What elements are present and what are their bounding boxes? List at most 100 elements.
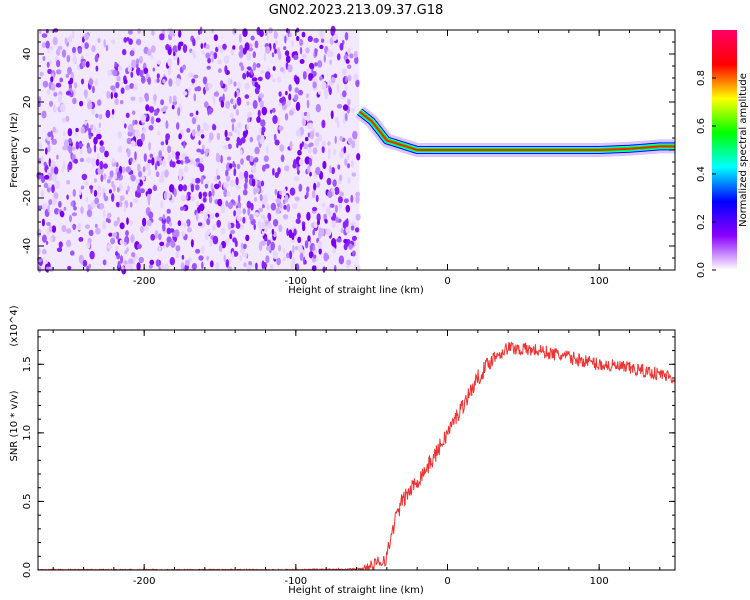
noise-blob bbox=[316, 181, 321, 188]
noise-blob bbox=[334, 204, 338, 213]
noise-blob bbox=[169, 228, 175, 233]
noise-blob bbox=[307, 122, 314, 130]
noise-blob bbox=[162, 158, 166, 168]
noise-blob bbox=[336, 238, 342, 243]
noise-blob bbox=[75, 141, 80, 150]
noise-blob bbox=[215, 46, 219, 53]
noise-blob bbox=[171, 150, 176, 158]
noise-blob bbox=[43, 182, 49, 189]
noise-blob bbox=[286, 228, 289, 236]
noise-blob bbox=[187, 227, 192, 233]
noise-blob bbox=[149, 153, 153, 158]
noise-blob bbox=[228, 222, 232, 230]
noise-blob bbox=[220, 155, 223, 164]
noise-blob bbox=[53, 192, 59, 200]
noise-blob bbox=[40, 189, 45, 198]
noise-blob bbox=[181, 222, 188, 228]
noise-blob bbox=[302, 118, 306, 127]
noise-blob bbox=[196, 148, 202, 153]
noise-blob bbox=[135, 38, 142, 46]
noise-blob bbox=[66, 55, 71, 63]
noise-blob bbox=[66, 180, 71, 185]
noise-blob bbox=[321, 146, 325, 154]
noise-blob bbox=[309, 244, 313, 252]
noise-blob bbox=[223, 188, 228, 198]
noise-blob bbox=[162, 223, 166, 232]
noise-blob bbox=[105, 217, 109, 223]
noise-blob bbox=[306, 186, 310, 193]
noise-blob bbox=[243, 182, 248, 190]
noise-blob bbox=[309, 62, 314, 69]
noise-blob bbox=[327, 190, 333, 198]
noise-blob bbox=[286, 252, 290, 259]
noise-blob bbox=[61, 117, 66, 123]
noise-blob bbox=[60, 103, 66, 113]
noise-blob bbox=[37, 205, 44, 210]
noise-blob bbox=[299, 38, 304, 47]
noise-blob bbox=[260, 221, 266, 230]
y-tick-label: 20 bbox=[22, 96, 33, 109]
noise-blob bbox=[319, 29, 324, 38]
noise-blob bbox=[80, 126, 85, 134]
noise-blob bbox=[282, 199, 286, 205]
noise-blob bbox=[83, 89, 88, 97]
noise-blob bbox=[246, 200, 252, 209]
noise-blob bbox=[191, 117, 197, 125]
noise-blob bbox=[244, 42, 250, 51]
noise-blob bbox=[136, 67, 141, 76]
noise-blob bbox=[333, 34, 339, 40]
noise-blob bbox=[251, 77, 258, 82]
noise-blob bbox=[87, 237, 92, 244]
noise-blob bbox=[51, 138, 57, 145]
noise-blob bbox=[291, 203, 298, 210]
noise-blob bbox=[93, 144, 97, 153]
noise-blob bbox=[228, 131, 233, 137]
noise-blob bbox=[286, 100, 291, 107]
noise-blob bbox=[165, 120, 169, 129]
noise-blob bbox=[66, 228, 72, 234]
noise-blob bbox=[236, 96, 242, 106]
noise-blob bbox=[330, 51, 334, 58]
noise-blob bbox=[262, 204, 265, 209]
colorbar-tick-label: 0.2 bbox=[696, 214, 707, 230]
noise-blob bbox=[240, 136, 246, 144]
noise-blob bbox=[95, 113, 99, 119]
noise-blob bbox=[324, 219, 328, 224]
noise-blob bbox=[305, 47, 310, 54]
noise-blob bbox=[226, 191, 231, 197]
noise-blob bbox=[81, 173, 88, 181]
noise-blob bbox=[222, 43, 227, 50]
noise-blob bbox=[261, 260, 265, 270]
noise-blob bbox=[52, 126, 56, 133]
noise-blob bbox=[41, 218, 46, 227]
noise-blob bbox=[201, 245, 205, 254]
noise-blob bbox=[333, 148, 337, 156]
noise-blob bbox=[196, 201, 199, 208]
noise-blob bbox=[94, 197, 100, 205]
y-tick-label: 0.5 bbox=[22, 493, 33, 509]
noise-blob bbox=[240, 65, 245, 71]
noise-blob bbox=[194, 87, 198, 92]
noise-blob bbox=[39, 71, 44, 77]
noise-blob bbox=[294, 87, 299, 94]
noise-blob bbox=[204, 231, 209, 241]
noise-blob bbox=[354, 263, 357, 271]
noise-blob bbox=[205, 148, 210, 153]
noise-blob bbox=[308, 143, 312, 148]
noise-blob bbox=[355, 194, 360, 204]
noise-blob bbox=[293, 94, 299, 101]
noise-blob bbox=[264, 227, 269, 233]
noise-blob bbox=[322, 140, 326, 147]
noise-blob bbox=[294, 176, 299, 181]
noise-blob bbox=[254, 196, 257, 203]
colorbar-tick-label: 0.8 bbox=[696, 70, 707, 86]
noise-blob bbox=[292, 244, 295, 254]
noise-blob bbox=[283, 256, 286, 261]
noise-blob bbox=[312, 229, 316, 236]
noise-blob bbox=[333, 73, 338, 79]
noise-blob bbox=[301, 53, 308, 59]
noise-blob bbox=[255, 262, 258, 270]
noise-blob bbox=[66, 194, 69, 200]
noise-blob bbox=[246, 264, 252, 272]
